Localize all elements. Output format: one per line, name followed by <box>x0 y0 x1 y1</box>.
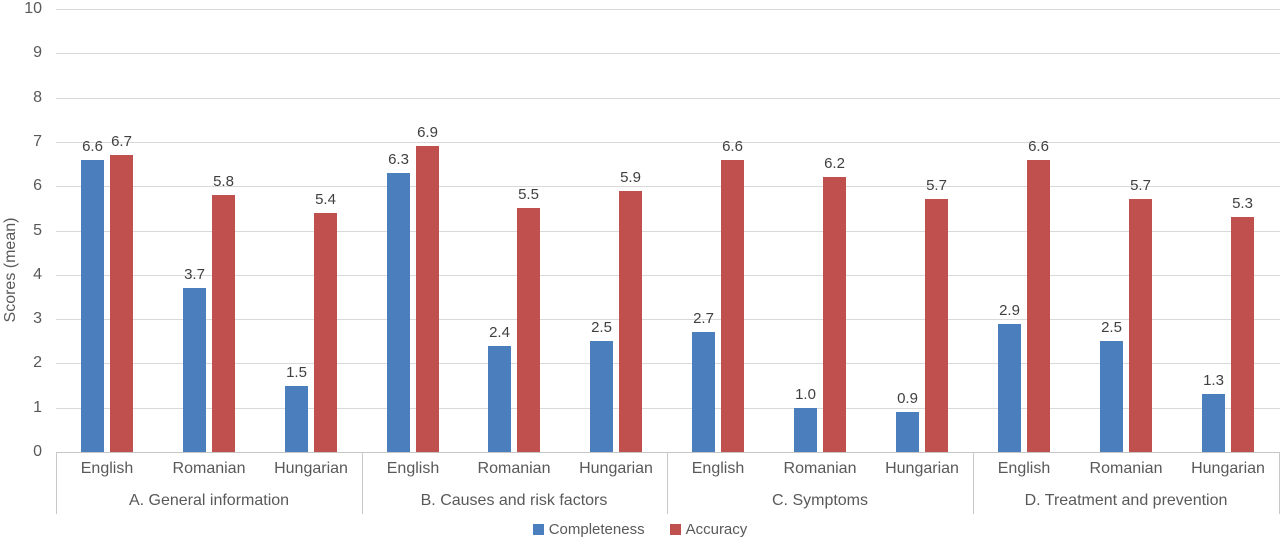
y-tick-label: 2 <box>33 354 42 371</box>
bar-value-label: 2.5 <box>591 319 612 336</box>
y-tick-label: 6 <box>33 177 42 194</box>
bar-value-label: 5.4 <box>315 191 336 208</box>
bar-completeness <box>81 160 104 452</box>
bar-accuracy <box>1027 160 1050 452</box>
y-tick-label: 1 <box>33 399 42 416</box>
gridline <box>56 408 1280 409</box>
bar-completeness <box>1202 394 1225 452</box>
gridline <box>56 275 1280 276</box>
bar-value-label: 6.6 <box>82 138 103 155</box>
bar-value-label: 0.9 <box>897 390 918 407</box>
legend-swatch-completeness-icon <box>532 523 544 535</box>
bar-completeness <box>488 346 511 452</box>
category-label: Hungarian <box>885 460 959 477</box>
legend: Completeness Accuracy <box>0 519 1280 539</box>
bar-value-label: 5.8 <box>213 173 234 190</box>
bar-completeness <box>794 408 817 452</box>
bar-value-label: 3.7 <box>184 266 205 283</box>
y-tick-label: 9 <box>33 44 42 61</box>
gridline <box>56 9 1280 10</box>
category-label: English <box>691 460 745 477</box>
bar-accuracy <box>314 213 337 452</box>
category-label: English <box>80 460 134 477</box>
category-label: English <box>386 460 440 477</box>
bar-value-label: 1.5 <box>286 364 307 381</box>
bar-value-label: 6.6 <box>1028 138 1049 155</box>
bar-accuracy <box>517 208 540 452</box>
group-label: B. Causes and risk factors <box>420 492 608 509</box>
gridline <box>56 98 1280 99</box>
y-tick-label: 5 <box>33 222 42 239</box>
category-label: Romanian <box>172 460 246 477</box>
bar-accuracy <box>1129 199 1152 452</box>
bar-accuracy <box>925 199 948 452</box>
bar-completeness <box>692 332 715 452</box>
bar-accuracy <box>212 195 235 452</box>
gridline <box>56 231 1280 232</box>
bar-accuracy <box>1231 217 1254 452</box>
bar-completeness <box>387 173 410 452</box>
category-label: Hungarian <box>1191 460 1265 477</box>
bar-value-label: 6.7 <box>111 133 132 150</box>
gridline <box>56 53 1280 54</box>
bar-value-label: 6.2 <box>824 155 845 172</box>
category-group-divider <box>362 452 363 514</box>
category-label: Hungarian <box>274 460 348 477</box>
bar-accuracy <box>721 160 744 452</box>
category-label: Romanian <box>477 460 551 477</box>
bar-completeness <box>285 386 308 452</box>
bar-value-label: 2.9 <box>999 302 1020 319</box>
bar-value-label: 6.9 <box>417 124 438 141</box>
bar-completeness <box>998 324 1021 452</box>
bar-completeness <box>1100 341 1123 452</box>
category-group-divider <box>56 452 57 514</box>
bar-accuracy <box>416 146 439 452</box>
category-label: Romanian <box>783 460 857 477</box>
group-label: C. Symptoms <box>771 492 869 509</box>
bar-value-label: 2.5 <box>1101 319 1122 336</box>
bar-value-label: 6.6 <box>722 138 743 155</box>
category-label: Hungarian <box>579 460 653 477</box>
bar-value-label: 1.3 <box>1203 372 1224 389</box>
category-group-divider <box>667 452 668 514</box>
bar-value-label: 5.5 <box>518 186 539 203</box>
y-tick-label: 10 <box>24 0 42 17</box>
y-tick-label: 4 <box>33 266 42 283</box>
bar-accuracy <box>823 177 846 452</box>
bar-value-label: 5.3 <box>1232 195 1253 212</box>
group-label: A. General information <box>128 492 290 509</box>
legend-label-accuracy: Accuracy <box>685 520 748 538</box>
bar-completeness <box>590 341 613 452</box>
group-label: D. Treatment and prevention <box>1024 492 1228 509</box>
y-tick-label: 0 <box>33 443 42 460</box>
gridline <box>56 186 1280 187</box>
category-label: English <box>997 460 1051 477</box>
gridline <box>56 319 1280 320</box>
y-tick-label: 3 <box>33 310 42 327</box>
legend-swatch-accuracy-icon <box>669 523 681 535</box>
y-tick-label: 8 <box>33 89 42 106</box>
bar-value-label: 5.9 <box>620 169 641 186</box>
bar-value-label: 5.7 <box>1130 177 1151 194</box>
bar-completeness <box>183 288 206 452</box>
bar-value-label: 2.7 <box>693 310 714 327</box>
bar-value-label: 6.3 <box>388 151 409 168</box>
y-tick-label: 7 <box>33 133 42 150</box>
bar-value-label: 2.4 <box>489 324 510 341</box>
bar-value-label: 1.0 <box>795 386 816 403</box>
category-label: Romanian <box>1089 460 1163 477</box>
bar-value-label: 5.7 <box>926 177 947 194</box>
bar-completeness <box>896 412 919 452</box>
bar-accuracy <box>619 191 642 452</box>
category-group-divider <box>973 452 974 514</box>
gridline <box>56 363 1280 364</box>
gridline <box>56 142 1280 143</box>
legend-label-completeness: Completeness <box>548 520 645 538</box>
bar-accuracy <box>110 155 133 452</box>
